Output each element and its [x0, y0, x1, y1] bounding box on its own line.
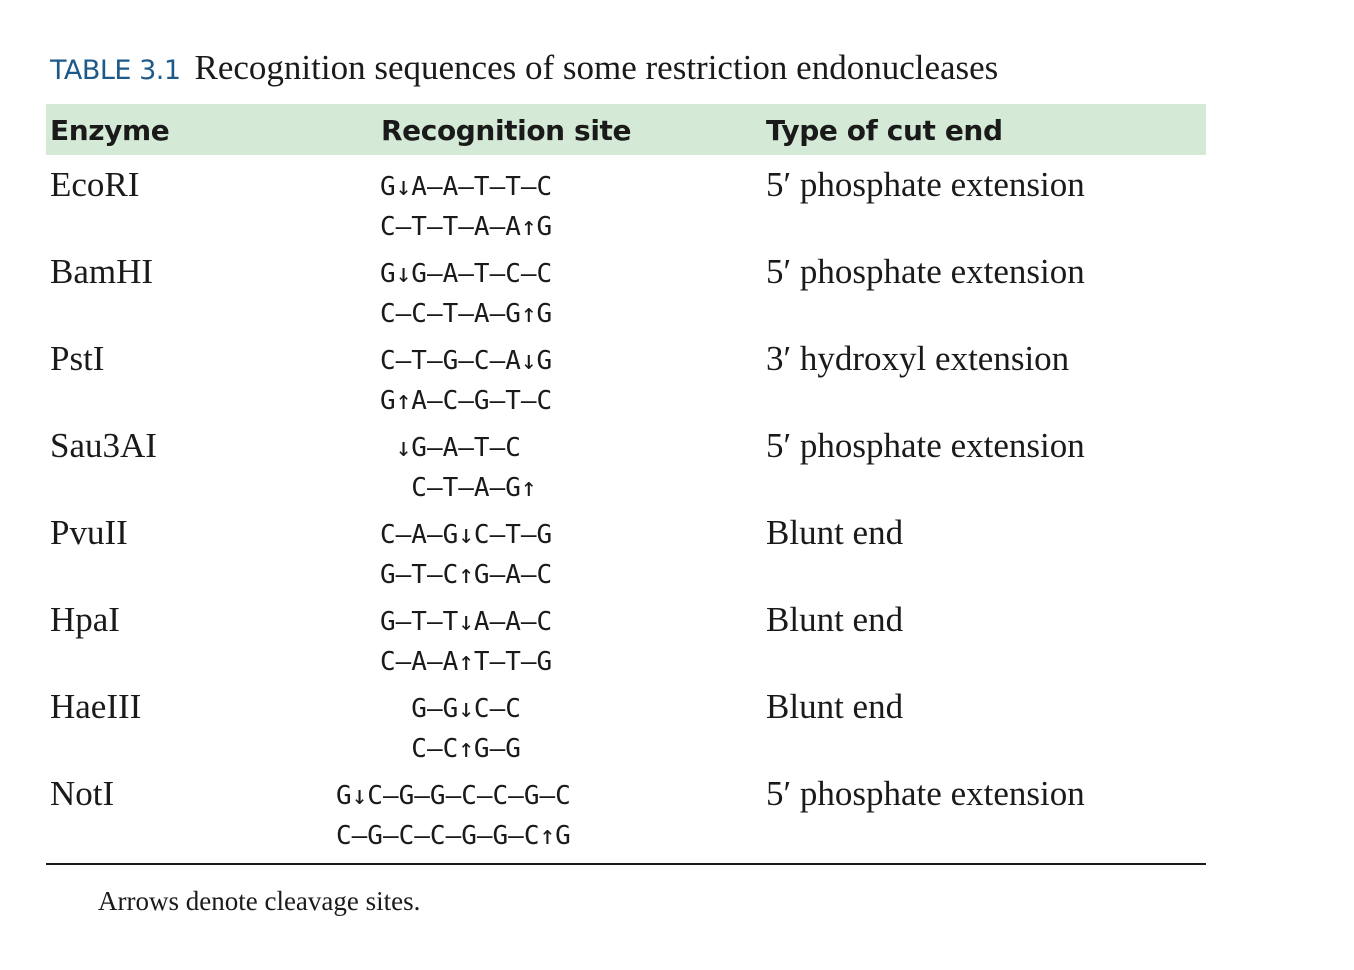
cut-end-type: 5′ phosphate extension [766, 774, 1085, 813]
recognition-site-bottom-strand: C—C↑G—G [380, 734, 521, 764]
enzyme-name: HpaI [50, 600, 120, 639]
recognition-site-top-strand: C—T—G—C—A↓G [380, 346, 553, 376]
enzyme-name: BamHI [50, 252, 154, 291]
table-footnote: Arrows denote cleavage sites. [98, 886, 421, 916]
enzyme-name: PstI [50, 339, 105, 378]
recognition-site-bottom-strand: C—A—A↑T—T—G [380, 647, 553, 677]
table-bottom-rule [46, 863, 1206, 865]
recognition-site-top-strand: G—T—T↓A—A—C [380, 607, 553, 637]
recognition-site-bottom-strand: C—G—C—C—G—G—C↑G [336, 821, 571, 851]
cut-end-type: Blunt end [766, 687, 904, 726]
enzyme-name: PvuII [50, 513, 128, 552]
table-row: NotI G↓C—G—G—C—C—G—C C—G—C—C—G—G—C↑G 5′ … [0, 769, 1354, 856]
recognition-site-bottom-strand: C—T—T—A—A↑G [380, 212, 553, 242]
enzyme-name: HaeIII [50, 687, 142, 726]
header-recognition-site: Recognition site [381, 114, 632, 147]
recognition-site-top-strand: G↓C—G—G—C—C—G—C [336, 781, 571, 811]
enzyme-name: Sau3AI [50, 426, 157, 465]
table-row: PvuII C—A—G↓C—T—G G—T—C↑G—A—C Blunt end [0, 508, 1354, 595]
cut-end-type: Blunt end [766, 600, 904, 639]
table-number: TABLE 3.1 [50, 55, 181, 86]
table-header: Enzyme Recognition site Type of cut end [46, 104, 1206, 155]
recognition-site-bottom-strand: G↑A—C—G—T—C [380, 386, 553, 416]
cut-end-type: 5′ phosphate extension [766, 165, 1085, 204]
cut-end-type: 3′ hydroxyl extension [766, 339, 1070, 378]
recognition-site-top-strand: G↓G—A—T—C—C [380, 259, 553, 289]
recognition-site-top-strand: G—G↓C—C [380, 694, 521, 724]
table-row: HaeIII G—G↓C—C C—C↑G—G Blunt end [0, 682, 1354, 769]
recognition-site-bottom-strand: C—T—A—G↑ [380, 473, 537, 503]
table-caption: TABLE 3.1 Recognition sequences of some r… [50, 46, 998, 97]
recognition-site-top-strand: C—A—G↓C—T—G [380, 520, 553, 550]
recognition-site-top-strand: ↓G—A—T—C [380, 433, 521, 463]
cut-end-type: Blunt end [766, 513, 904, 552]
table-row: Sau3AI ↓G—A—T—C C—T—A—G↑ 5′ phosphate ex… [0, 421, 1354, 508]
recognition-site-bottom-strand: C—C—T—A—G↑G [380, 299, 553, 329]
cut-end-type: 5′ phosphate extension [766, 426, 1085, 465]
enzyme-name: NotI [50, 774, 115, 813]
table-title: Recognition sequences of some restrictio… [194, 48, 999, 87]
enzyme-name: EcoRI [50, 165, 140, 204]
table-row: HpaI G—T—T↓A—A—C C—A—A↑T—T—G Blunt end [0, 595, 1354, 682]
cut-end-type: 5′ phosphate extension [766, 252, 1085, 291]
table-row: PstI C—T—G—C—A↓G G↑A—C—G—T—C 3′ hydroxyl… [0, 334, 1354, 421]
recognition-site-bottom-strand: G—T—C↑G—A—C [380, 560, 553, 590]
table-row: EcoRI G↓A—A—T—T—C C—T—T—A—A↑G 5′ phospha… [0, 160, 1354, 247]
recognition-site-top-strand: G↓A—A—T—T—C [380, 172, 553, 202]
header-cut-end-type: Type of cut end [766, 114, 1003, 147]
header-enzyme: Enzyme [50, 114, 170, 147]
table-row: BamHI G↓G—A—T—C—C C—C—T—A—G↑G 5′ phospha… [0, 247, 1354, 334]
table-body: EcoRI G↓A—A—T—T—C C—T—T—A—A↑G 5′ phospha… [0, 160, 1354, 856]
